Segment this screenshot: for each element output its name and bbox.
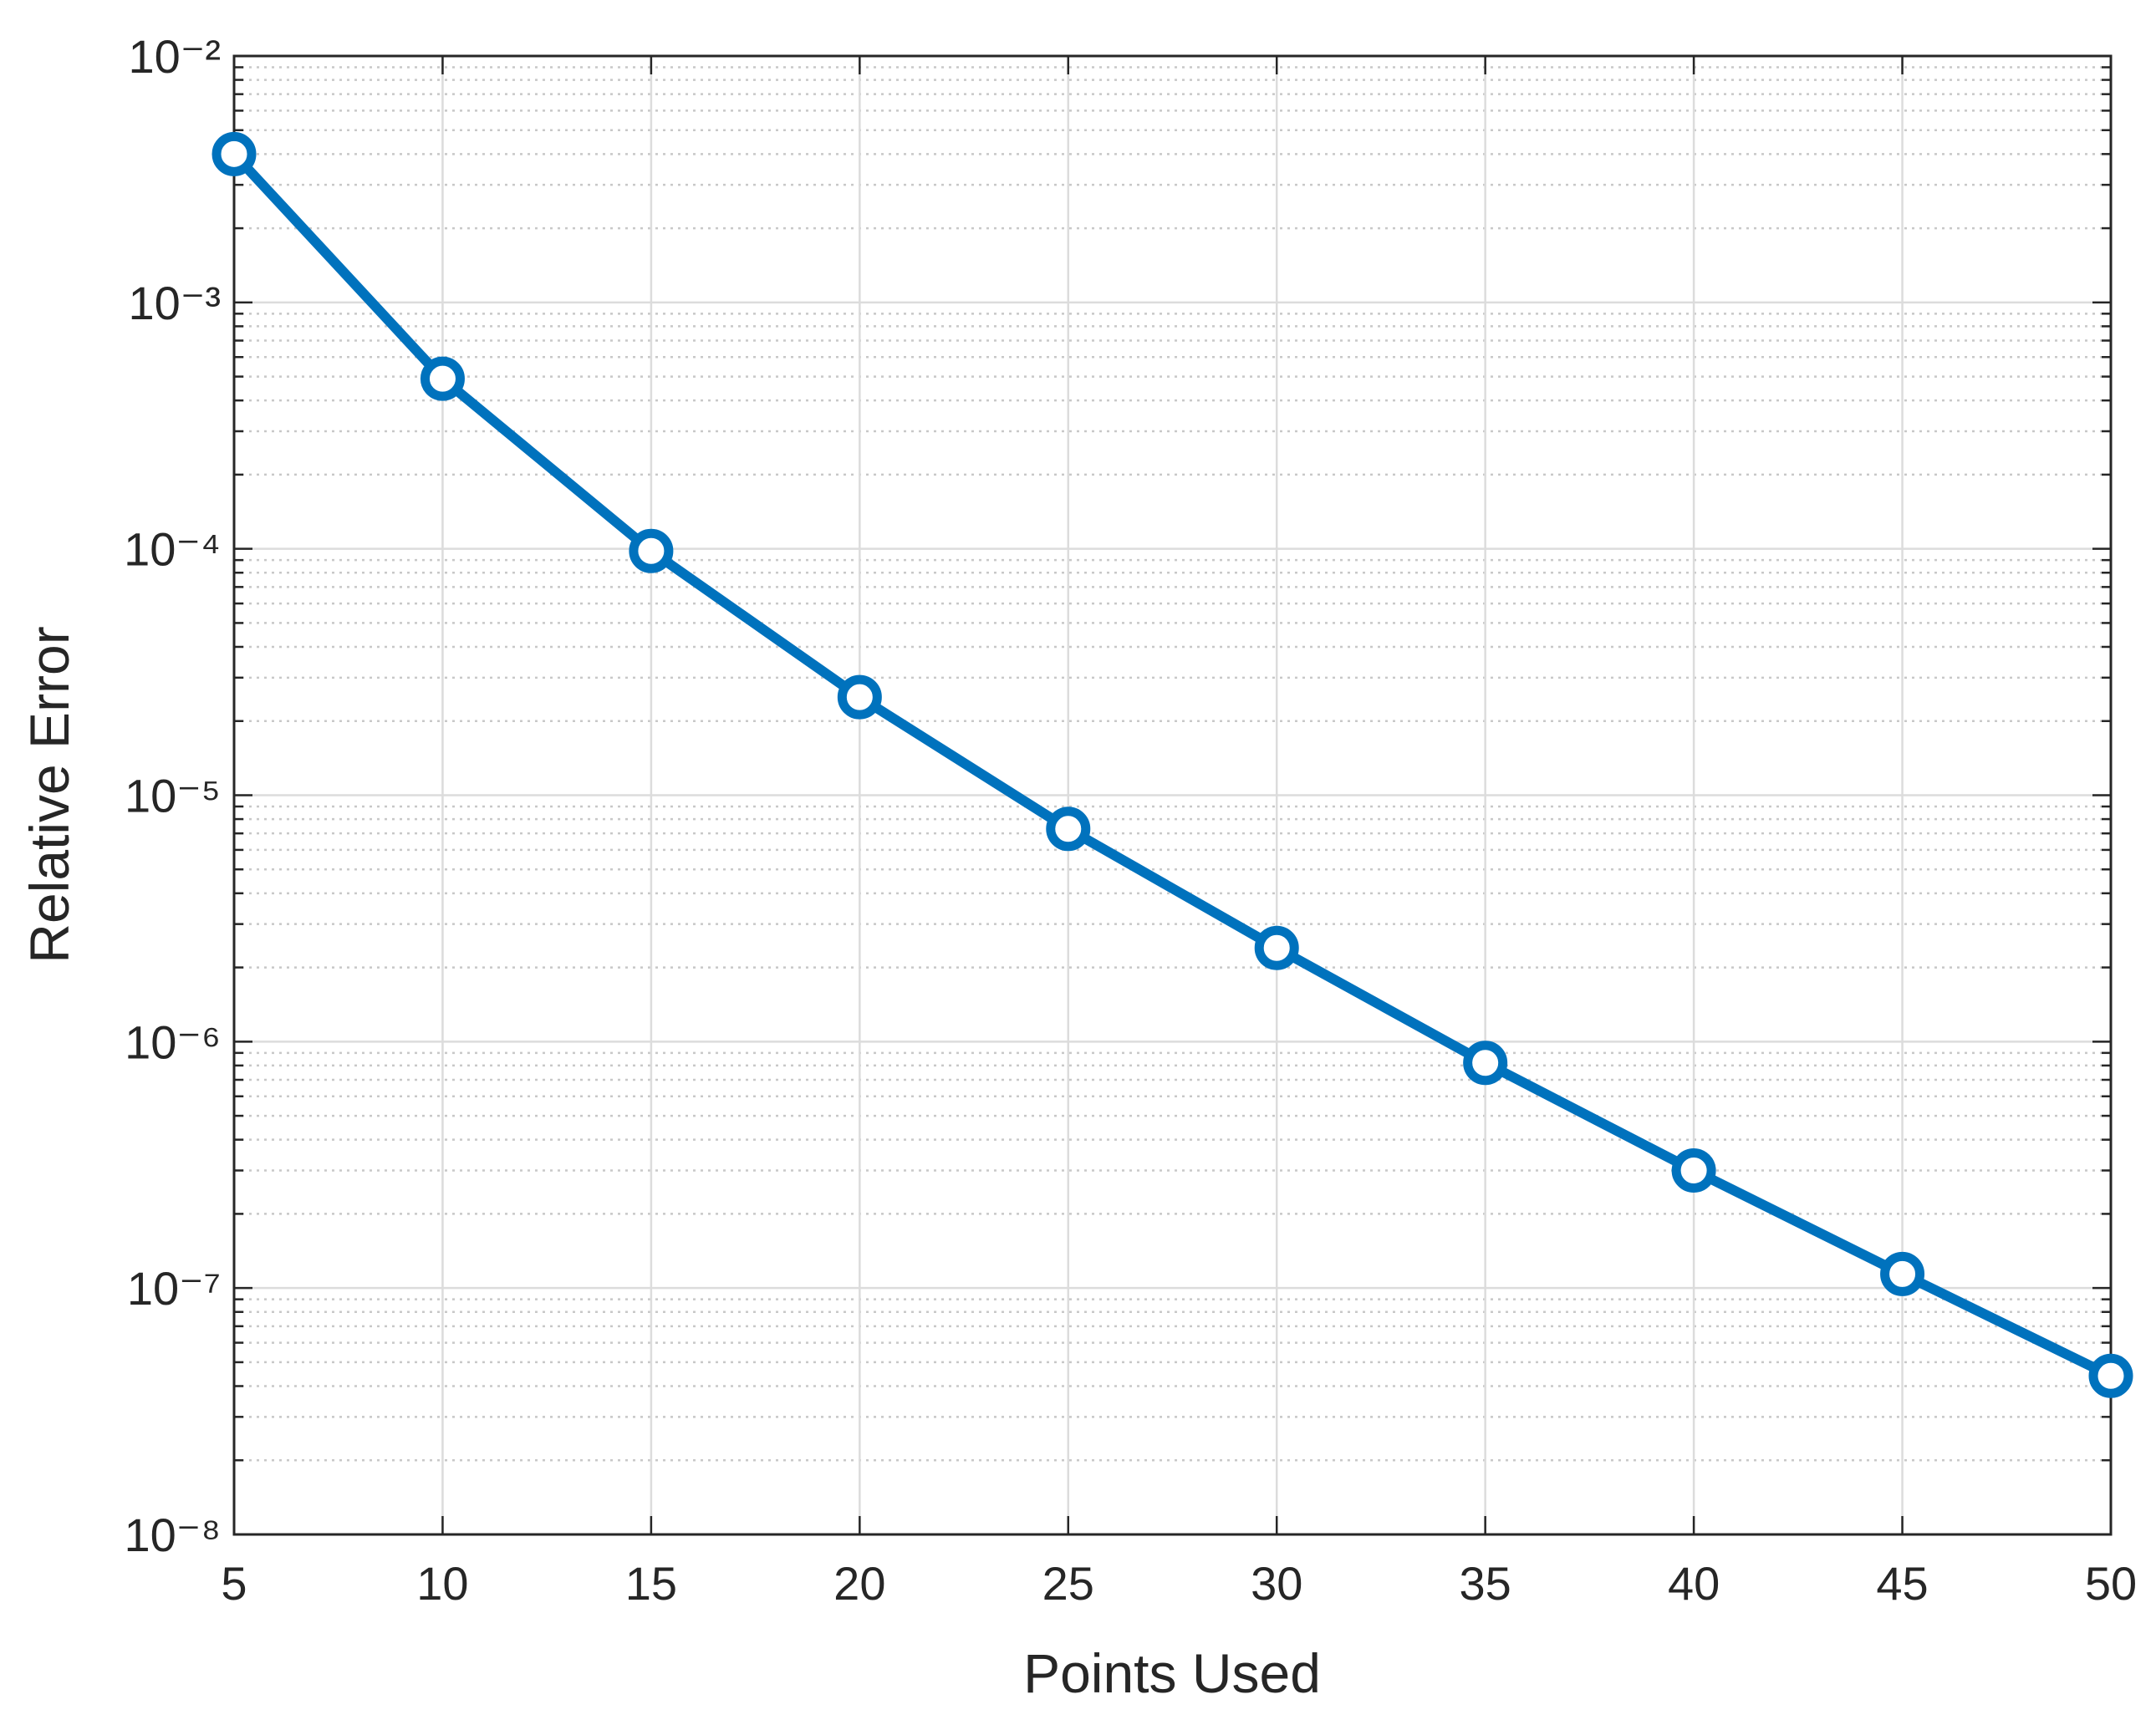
marker <box>629 528 674 573</box>
marker <box>1254 925 1299 970</box>
x-tick-label: 20 <box>833 1557 885 1610</box>
x-tick-label: 15 <box>625 1557 677 1610</box>
marker <box>1671 1147 1716 1193</box>
y-tick-label: 10⁻⁴ <box>124 523 221 576</box>
series-line <box>230 150 2113 1381</box>
marker <box>1880 1251 1925 1296</box>
x-tick-label: 35 <box>1460 1557 1511 1610</box>
y-tick-label: 10⁻² <box>129 30 222 83</box>
x-tick-label: 50 <box>2085 1557 2137 1610</box>
x-axis-label: Points Used <box>1023 1642 1321 1704</box>
marker <box>420 356 465 401</box>
y-tick-label: 10⁻⁷ <box>127 1262 221 1315</box>
y-tick-label: 10⁻⁸ <box>125 1509 221 1561</box>
marker <box>837 674 882 720</box>
x-tick-label: 45 <box>1876 1557 1928 1610</box>
marker <box>1046 807 1091 852</box>
plot-frame <box>232 54 2113 1536</box>
x-tick-label: 25 <box>1042 1557 1094 1610</box>
marker <box>212 131 257 176</box>
x-tick-label: 30 <box>1251 1557 1302 1610</box>
y-tick-label: 10⁻⁵ <box>125 770 221 822</box>
x-tick-label: 40 <box>1668 1557 1720 1610</box>
x-tick-label: 10 <box>416 1557 468 1610</box>
y-tick-label: 10⁻³ <box>129 277 222 329</box>
y-tick-label: 10⁻⁶ <box>125 1015 221 1068</box>
y-axis-label: Relative Error <box>18 626 80 963</box>
x-tick-label: 5 <box>221 1557 247 1610</box>
marker <box>1463 1041 1508 1086</box>
marker <box>2088 1353 2133 1398</box>
